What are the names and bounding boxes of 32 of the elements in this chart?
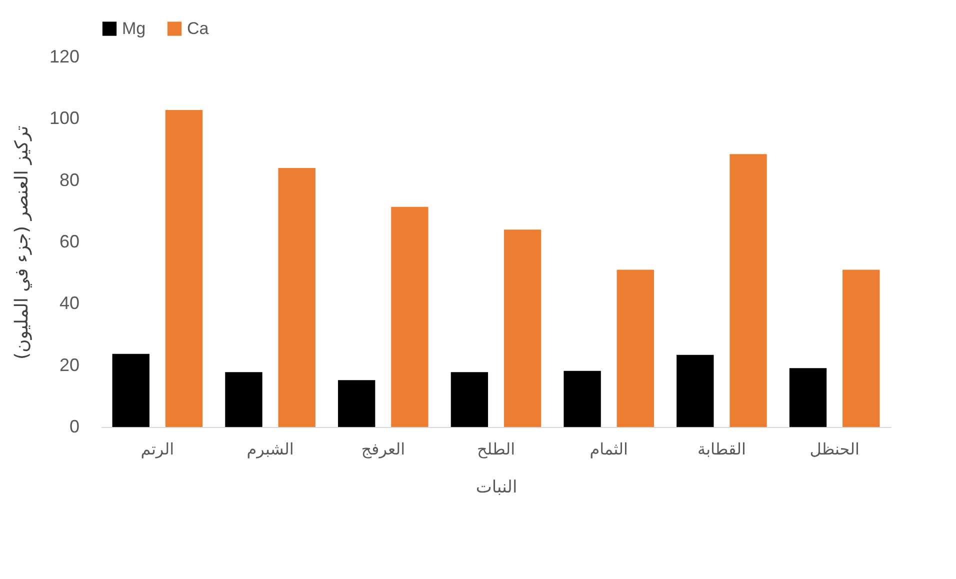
bar bbox=[391, 206, 428, 427]
x-tick-label: الشبرم bbox=[246, 440, 294, 458]
x-axis-title: النبات bbox=[476, 478, 518, 498]
x-tick-label: الثمام bbox=[590, 440, 628, 458]
y-tick-label: 20 bbox=[59, 354, 80, 375]
bar bbox=[165, 110, 203, 427]
x-tick-label: الحنظل bbox=[810, 440, 860, 458]
y-tick-label: 120 bbox=[49, 46, 80, 66]
y-tick-label: 40 bbox=[59, 293, 80, 314]
bar bbox=[789, 368, 827, 427]
y-tick-label: 60 bbox=[59, 232, 80, 252]
x-tick-label: الرتم bbox=[140, 440, 174, 458]
bar bbox=[225, 372, 262, 427]
bar bbox=[842, 270, 880, 427]
y-tick-label: 100 bbox=[49, 108, 80, 128]
legend-label: Ca bbox=[187, 18, 210, 38]
y-tick-label: 80 bbox=[59, 170, 80, 190]
x-tick-label: الطلح bbox=[476, 440, 516, 458]
bar bbox=[504, 230, 542, 427]
bar bbox=[616, 270, 654, 427]
bar bbox=[450, 372, 488, 427]
bar bbox=[278, 168, 316, 427]
bar bbox=[730, 154, 767, 427]
bar bbox=[338, 380, 376, 427]
bar bbox=[676, 354, 714, 427]
legend-label: Mg bbox=[122, 18, 146, 38]
x-tick-label: القطابة bbox=[697, 440, 746, 458]
x-tick-label: العرفج bbox=[361, 440, 406, 458]
bar bbox=[112, 354, 150, 427]
y-axis-title: تركيز العنصر (جزء في المليون) bbox=[11, 126, 32, 360]
y-tick-label: 0 bbox=[69, 416, 80, 436]
bar bbox=[564, 370, 601, 427]
